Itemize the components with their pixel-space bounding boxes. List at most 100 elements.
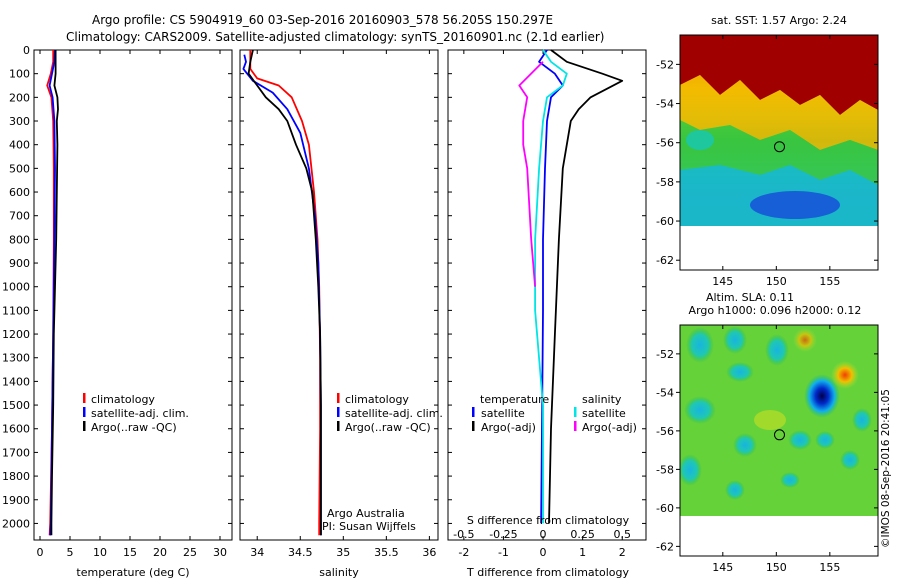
x-tick-label: 36 <box>422 546 436 559</box>
sst-warm-front <box>680 35 878 115</box>
x-tick-label: -1 <box>498 546 509 559</box>
temperature-x-label: temperature (deg C) <box>76 566 189 579</box>
series-line-satellite-adj-clim <box>242 54 322 536</box>
legend-title-salinity: salinity <box>582 393 622 406</box>
sst-no-data-area <box>680 226 878 270</box>
x-tick-label: 15 <box>123 546 137 559</box>
sla-no-data-area <box>680 516 878 556</box>
series-line-salinity-argo-adj <box>518 61 544 287</box>
lon-tick-label: 155 <box>819 275 840 288</box>
sla-eddy <box>815 431 835 449</box>
sst-cold-tongue <box>750 191 840 219</box>
x-tick-label: 35.5 <box>374 546 399 559</box>
x-tick-label: 30 <box>213 546 227 559</box>
header-line-1: Argo profile: CS 5904919_60 03-Sep-2016 … <box>92 13 553 27</box>
lat-tick-label: -54 <box>656 386 674 399</box>
y-tick-label: 1000 <box>2 281 30 294</box>
s-difference-label: S difference from climatology <box>467 514 630 527</box>
credit-line-1: Argo Australia <box>327 507 405 520</box>
salinity-panel: 34 34.5 35 35.5 36 salinity climatology sate… <box>239 49 443 579</box>
x2-tick-label: 0 <box>540 528 547 541</box>
lat-tick-label: -54 <box>656 98 674 111</box>
y-tick-label: 400 <box>9 139 30 152</box>
legend-label-temp-argo: Argo(-adj) <box>481 421 536 434</box>
legend-label-satellite: satellite-adj. clim. <box>345 407 443 420</box>
legend-swatch-satellite <box>83 407 86 417</box>
legend-label-climatology: climatology <box>345 393 409 406</box>
legend-swatch-sal-satellite <box>574 407 577 417</box>
series-line-temperature-argo-adj <box>548 49 624 524</box>
sst-map-title: sat. SST: 1.57 Argo: 2.24 <box>711 14 847 27</box>
y-tick-label: 1900 <box>2 494 30 507</box>
sla-eddy <box>765 334 789 366</box>
sla-eddy <box>780 472 800 488</box>
series-line-temperature-satellite <box>538 49 564 524</box>
lat-tick-label: -60 <box>656 215 674 228</box>
y-tick-label: 300 <box>9 115 30 128</box>
x-tick-label: 10 <box>93 546 107 559</box>
argo-float-marker <box>774 141 785 153</box>
y-tick-label: 0 <box>23 44 30 57</box>
salinity-legend: climatology satellite-adj. clim. Argo(..… <box>337 393 443 434</box>
difference-depth-ticks <box>448 49 646 524</box>
sla-eddy <box>726 362 754 382</box>
lat-tick-label: -56 <box>656 137 674 150</box>
lat-tick-label: -62 <box>656 540 674 553</box>
difference-series-group <box>518 49 624 524</box>
legend-label-temp-satellite: satellite <box>481 407 525 420</box>
legend-swatch-temp-satellite <box>472 407 475 417</box>
x-tick-label: 1 <box>579 546 586 559</box>
sla-map-title-1: Altim. SLA: 0.11 <box>706 291 794 304</box>
sla-map: Altim. SLA: 0.11 Argo h1000: 0.096 h2000… <box>656 291 879 574</box>
salinity-axes-frame <box>239 49 439 541</box>
y-tick-label: 1600 <box>2 423 30 436</box>
header-line-2: Climatology: CARS2009. Satellite-adjuste… <box>66 30 604 44</box>
x-tick-label: 34.5 <box>288 546 313 559</box>
sst-map: sat. SST: 1.57 Argo: 2.24 -52 -54 -56 -58 -6… <box>656 14 879 288</box>
sst-field <box>680 35 878 226</box>
temperature-x-axis: 0 5 10 15 20 25 30 <box>37 50 227 559</box>
lon-tick-label: 145 <box>712 275 733 288</box>
sla-cold-eddy <box>804 374 840 418</box>
temperature-axes-frame <box>33 49 233 541</box>
legend-label-argo: Argo(..raw -QC) <box>91 421 177 434</box>
y-tick-label: 700 <box>9 210 30 223</box>
t-difference-x-label: T difference from climatology <box>466 566 629 579</box>
argo-float-marker <box>774 429 785 441</box>
difference-legend: temperature salinity satellite Argo(-adj… <box>472 393 637 434</box>
sla-eddy <box>725 480 745 500</box>
sla-map-ticks: -52 -54 -56 -58 -60 -62 145 150 155 <box>656 325 878 574</box>
y-tick-label: 500 <box>9 162 30 175</box>
x-tick-label: -2 <box>458 546 469 559</box>
y-tick-label: 1800 <box>2 470 30 483</box>
lat-tick-label: -52 <box>656 58 674 71</box>
series-line-argo-raw-qc <box>247 49 322 536</box>
credit-line-2: PI: Susan Wijffels <box>322 520 416 533</box>
x2-tick-label: 0.5 <box>613 528 631 541</box>
lat-tick-label: -62 <box>656 254 674 267</box>
lat-tick-label: -58 <box>656 176 674 189</box>
y-tick-label: 1400 <box>2 375 30 388</box>
x-tick-label: 20 <box>153 546 167 559</box>
sla-warm-eddy <box>793 328 817 352</box>
y-tick-label: 800 <box>9 233 30 246</box>
salinity-series-group <box>242 49 322 536</box>
lat-tick-label: -58 <box>656 463 674 476</box>
legend-label-sal-satellite: satellite <box>582 407 626 420</box>
legend-swatch-climatology <box>337 393 340 403</box>
y-tick-label: 900 <box>9 257 30 270</box>
lon-tick-label: 155 <box>819 561 840 574</box>
legend-swatch-climatology <box>83 393 86 403</box>
lat-tick-label: -56 <box>656 425 674 438</box>
x-tick-label: 0 <box>37 546 44 559</box>
lat-tick-label: -52 <box>656 348 674 361</box>
lat-tick-label: -60 <box>656 502 674 515</box>
y-tick-label: 1200 <box>2 328 30 341</box>
salinity-depth-ticks <box>240 49 438 524</box>
sst-map-frame <box>679 34 879 271</box>
sla-map-title-2: Argo h1000: 0.096 h2000: 0.12 <box>689 304 862 317</box>
series-line-salinity-satellite <box>534 49 568 524</box>
y-tick-label: 1500 <box>2 399 30 412</box>
sla-eddy <box>733 433 757 457</box>
y-tick-label: 1300 <box>2 352 30 365</box>
